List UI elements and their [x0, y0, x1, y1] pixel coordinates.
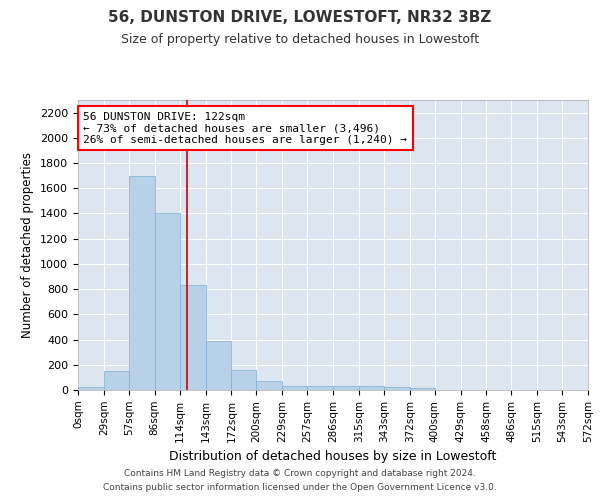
- Text: 56 DUNSTON DRIVE: 122sqm
← 73% of detached houses are smaller (3,496)
26% of sem: 56 DUNSTON DRIVE: 122sqm ← 73% of detach…: [83, 112, 407, 145]
- Bar: [205, 341, 232, 390]
- Text: Contains HM Land Registry data © Crown copyright and database right 2024.: Contains HM Land Registry data © Crown c…: [124, 468, 476, 477]
- Y-axis label: Number of detached properties: Number of detached properties: [22, 152, 34, 338]
- Bar: [179, 286, 205, 390]
- Bar: [333, 386, 359, 390]
- Bar: [78, 388, 104, 390]
- Bar: [129, 176, 155, 390]
- Bar: [359, 386, 384, 390]
- Text: Contains public sector information licensed under the Open Government Licence v3: Contains public sector information licen…: [103, 484, 497, 492]
- Bar: [410, 388, 434, 390]
- Text: Size of property relative to detached houses in Lowestoft: Size of property relative to detached ho…: [121, 32, 479, 46]
- Bar: [282, 386, 307, 390]
- X-axis label: Distribution of detached houses by size in Lowestoft: Distribution of detached houses by size …: [169, 450, 497, 463]
- Bar: [384, 388, 410, 390]
- Bar: [256, 381, 282, 390]
- Bar: [155, 214, 179, 390]
- Bar: [307, 386, 333, 390]
- Bar: [104, 371, 129, 390]
- Bar: [232, 370, 256, 390]
- Text: 56, DUNSTON DRIVE, LOWESTOFT, NR32 3BZ: 56, DUNSTON DRIVE, LOWESTOFT, NR32 3BZ: [109, 10, 491, 25]
